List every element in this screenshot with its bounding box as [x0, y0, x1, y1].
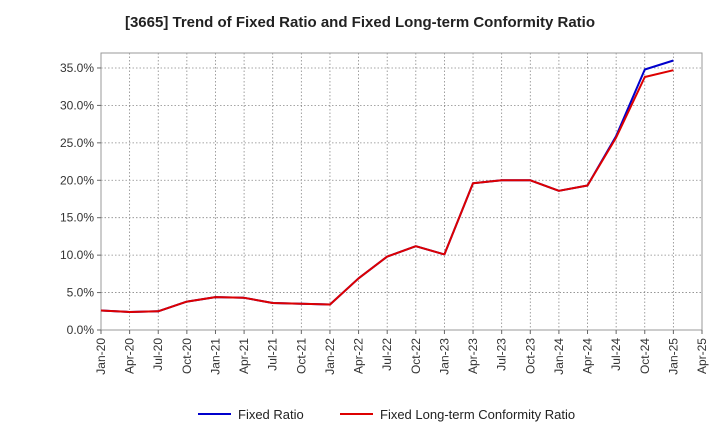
x-tick-label: Oct-20: [180, 338, 194, 374]
x-tick-label: Jan-20: [94, 338, 108, 375]
x-tick-label: Jan-24: [552, 338, 566, 375]
x-tick-label: Jan-21: [208, 338, 222, 375]
x-tick-label: Apr-20: [123, 338, 137, 374]
x-tick-label: Apr-23: [466, 338, 480, 374]
x-tick-label: Jul-22: [380, 338, 394, 371]
grid-lines: [101, 53, 702, 330]
legend-label: Fixed Ratio: [238, 407, 304, 422]
x-tick-label: Jul-20: [151, 338, 165, 371]
x-tick-label: Apr-24: [581, 338, 595, 374]
x-tick-label: Jul-24: [609, 338, 623, 371]
x-tick-label: Oct-21: [294, 338, 308, 374]
legend-label: Fixed Long-term Conformity Ratio: [380, 407, 575, 422]
legend: Fixed Ratio Fixed Long-term Conformity Ra…: [198, 407, 575, 422]
plot-frame: [100, 52, 703, 331]
x-tick-label: Jan-23: [437, 338, 451, 375]
y-tick-label: 15.0%: [60, 211, 94, 225]
y-axis-ticks: 0.0% 5.0% 10.0% 15.0% 20.0% 25.0% 30.0% 35.0%: [60, 61, 101, 337]
x-tick-label: Oct-22: [409, 338, 423, 374]
x-tick-label: Apr-25: [695, 338, 709, 374]
x-axis-ticks: Jan-20 Apr-20 Jul-20 Oct-20 Jan-21 Apr-21 Jul-…: [94, 330, 709, 375]
x-tick-label: Apr-22: [352, 338, 366, 374]
x-tick-label: Jan-22: [323, 338, 337, 375]
y-tick-label: 20.0%: [60, 173, 94, 187]
x-tick-label: Jul-21: [266, 338, 280, 371]
series-lines: [100, 59, 674, 313]
x-tick-label: Oct-23: [523, 338, 537, 374]
x-tick-label: Jul-23: [495, 338, 509, 371]
series-line: [100, 69, 674, 313]
y-tick-label: 30.0%: [60, 98, 94, 112]
x-tick-label: Jan-25: [666, 338, 680, 375]
chart-title: [3665] Trend of Fixed Ratio and Fixed Lo…: [124, 14, 596, 31]
y-tick-label: 10.0%: [60, 248, 94, 262]
x-tick-label: Apr-21: [237, 338, 251, 374]
x-tick-label: Oct-24: [638, 338, 652, 374]
y-tick-label: 5.0%: [67, 286, 95, 300]
y-tick-label: 35.0%: [60, 61, 94, 75]
y-tick-label: 25.0%: [60, 136, 94, 150]
y-tick-label: 0.0%: [67, 323, 95, 337]
